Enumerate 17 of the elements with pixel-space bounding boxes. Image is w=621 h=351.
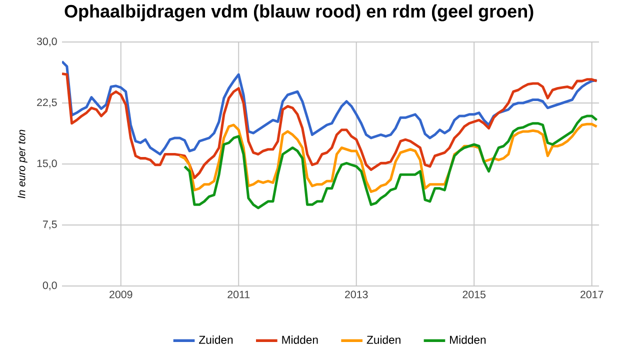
y-tick-label: 30,0 <box>36 38 57 46</box>
legend-label: Zuiden <box>366 335 400 344</box>
x-tick-label: 2013 <box>345 290 368 298</box>
y-tick-label: 7,5 <box>43 220 57 230</box>
legend-label: Midden <box>282 335 318 344</box>
x-tick-label: 2017 <box>580 290 604 298</box>
x-tick-label: 2009 <box>110 290 132 298</box>
y-tick-label: 15,0 <box>37 160 57 168</box>
x-tick-label: 2011 <box>228 290 250 298</box>
y-tick-label: 22,5 <box>37 98 57 108</box>
y-tick-label: 0,0 <box>42 282 57 290</box>
legend-label: Midden <box>450 335 486 344</box>
legend-label: Zuiden <box>199 335 233 344</box>
y-axis-title: In euro per ton <box>18 130 28 198</box>
chart-title: Ophaalbijdragen vdm (blauw rood) en rdm (geel groen) <box>64 4 534 22</box>
line-series <box>62 60 598 156</box>
x-tick-label: 2015 <box>462 290 486 298</box>
